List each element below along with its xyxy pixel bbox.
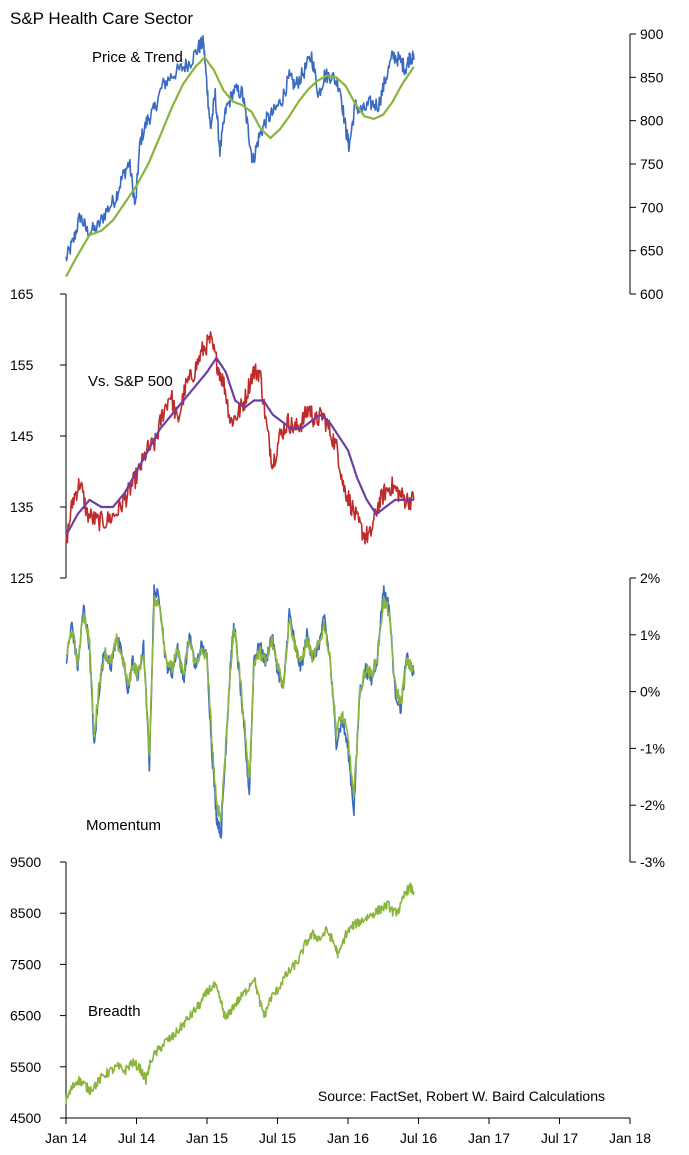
- y-tick-label: 8500: [10, 905, 41, 921]
- panel-label: Price & Trend: [92, 49, 183, 66]
- x-tick-label: Jul 15: [259, 1130, 297, 1146]
- y-tick-label: 9500: [10, 854, 41, 870]
- series-line-purple: [65, 356, 414, 536]
- y-tick-label: 145: [10, 428, 34, 444]
- x-tick-label: Jan 16: [327, 1130, 369, 1146]
- panel-3: -3% -2% -1% 0% 1% 2% Momentum: [65, 570, 665, 870]
- panel-4: 4500 5500 6500 7500 8500 9500 Breadth: [10, 854, 415, 1126]
- y-tick-label: -1%: [640, 740, 665, 756]
- series-line-green: [65, 882, 415, 1104]
- y-tick-label: 900: [640, 26, 664, 42]
- x-tick-label: Jan 14: [45, 1130, 87, 1146]
- y-tick-label: 6500: [10, 1008, 41, 1024]
- y-tick-label: 700: [640, 199, 664, 215]
- y-tick-label: 650: [640, 243, 664, 259]
- y-tick-label: 850: [640, 69, 664, 85]
- series-line-blue: [65, 34, 415, 262]
- y-tick-label: -2%: [640, 797, 665, 813]
- x-tick-label: Jul 17: [541, 1130, 579, 1146]
- y-tick-label: 2%: [640, 570, 660, 586]
- x-axis: Jan 14 Jul 14 Jan 15 Jul 15 Jan 16 Jul 16 Jan …: [45, 1117, 651, 1146]
- y-tick-label: 4500: [10, 1110, 41, 1126]
- y-tick-label: 750: [640, 156, 664, 172]
- panel-label: Momentum: [86, 817, 161, 834]
- y-tick-label: 135: [10, 499, 34, 515]
- y-tick-label: 1%: [640, 627, 660, 643]
- series-line-blue: [65, 584, 415, 839]
- x-tick-label: Jan 18: [609, 1130, 651, 1146]
- series-line-green: [65, 56, 415, 278]
- x-tick-label: Jul 14: [118, 1130, 156, 1146]
- y-tick-label: 600: [640, 286, 664, 302]
- y-tick-label: 0%: [640, 684, 660, 700]
- series-line-red: [65, 331, 415, 545]
- x-tick-label: Jan 17: [468, 1130, 510, 1146]
- series-line-green: [65, 595, 415, 823]
- x-tick-label: Jul 16: [400, 1130, 438, 1146]
- y-tick-label: 165: [10, 286, 34, 302]
- chart-title: S&P Health Care Sector: [10, 9, 193, 28]
- y-tick-label: 155: [10, 357, 34, 373]
- y-tick-label: -3%: [640, 854, 665, 870]
- y-tick-label: 125: [10, 570, 34, 586]
- panel-label: Breadth: [88, 1003, 141, 1020]
- panel-label: Vs. S&P 500: [88, 373, 173, 390]
- y-tick-label: 5500: [10, 1059, 41, 1075]
- source-note: Source: FactSet, Robert W. Baird Calcula…: [318, 1088, 605, 1104]
- panel-2: 125 135 145 155 165 Vs. S&P 500: [10, 286, 415, 586]
- y-tick-label: 7500: [10, 956, 41, 972]
- y-tick-label: 800: [640, 113, 664, 129]
- panel-1: 600 650 700 750 800 850 900 Price & Trend: [65, 26, 664, 302]
- x-tick-label: Jan 15: [186, 1130, 228, 1146]
